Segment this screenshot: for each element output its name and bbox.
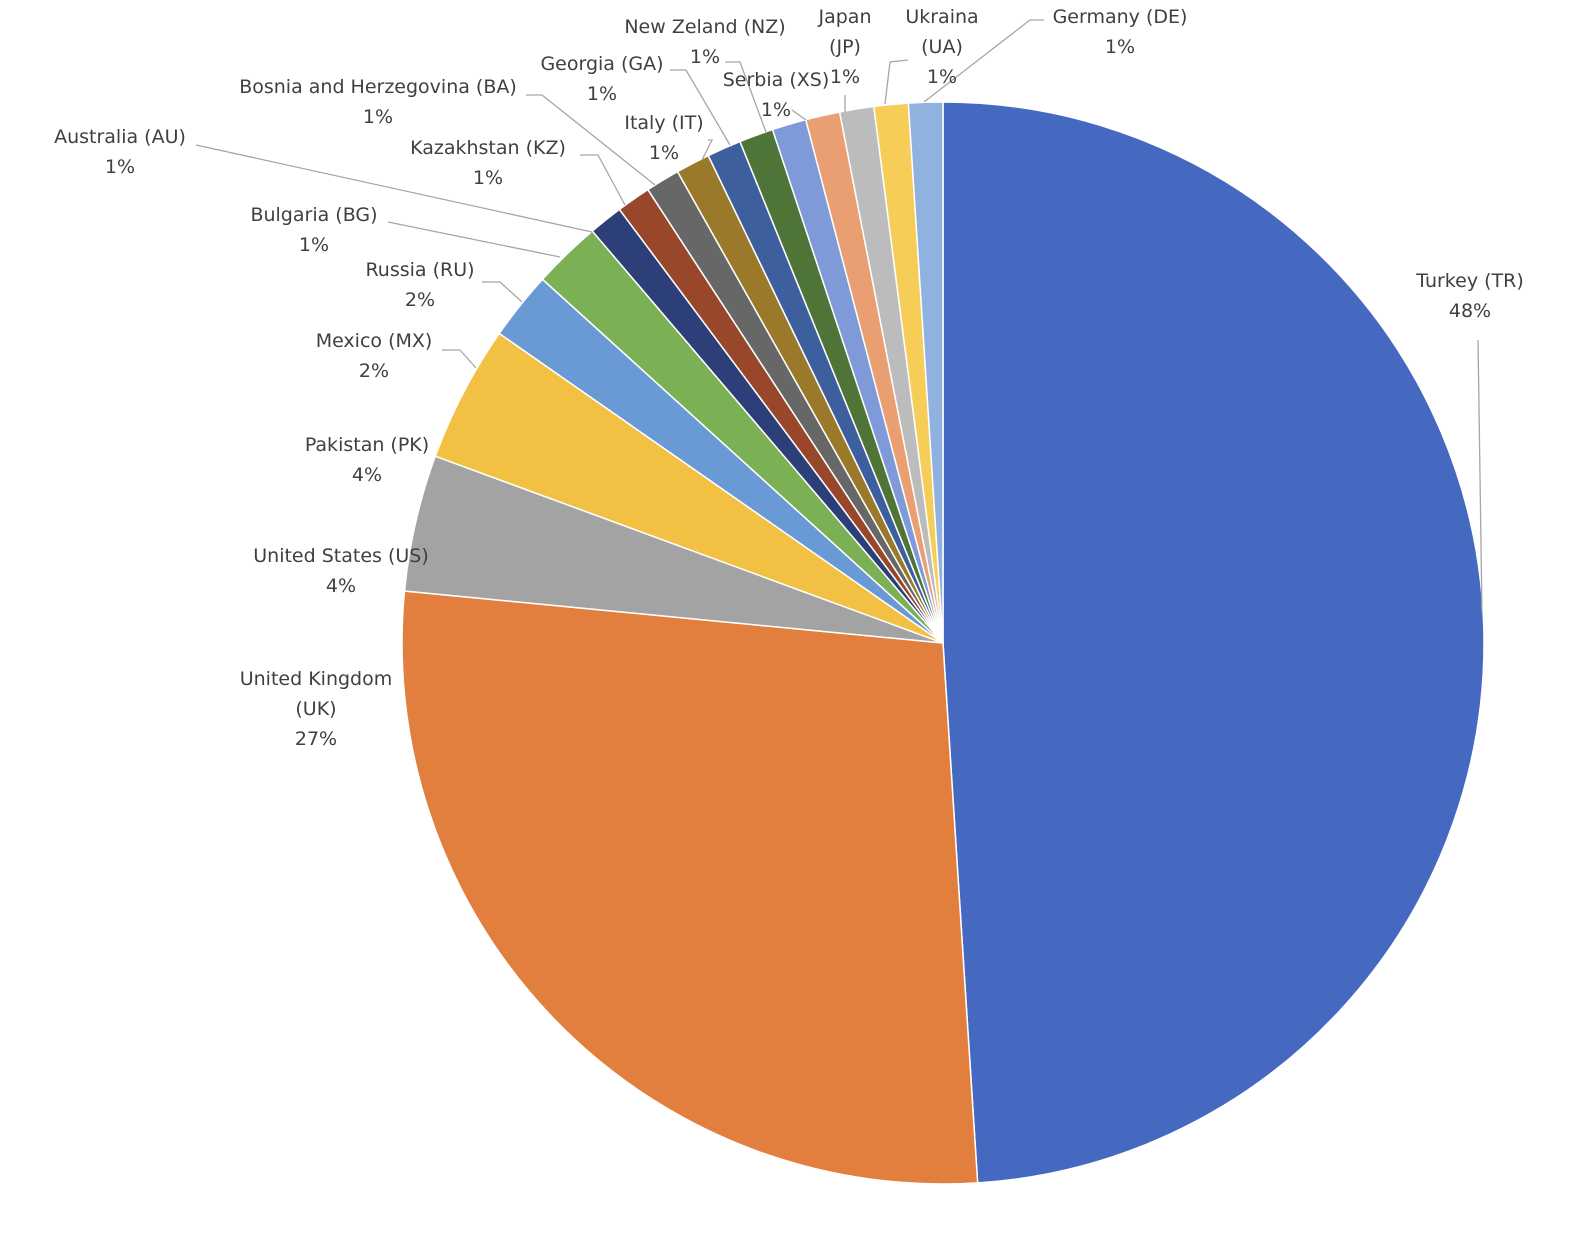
data-label: Germany (DE) 1% — [1040, 2, 1200, 62]
data-label: Turkey (TR) 48% — [1390, 266, 1550, 326]
leader-line — [580, 154, 626, 206]
leader-line — [195, 144, 593, 233]
slice-percent: 1% — [1104, 36, 1136, 58]
leader-line — [670, 69, 731, 146]
leader-line — [791, 109, 807, 121]
slice-percent: 1% — [472, 167, 504, 189]
pie-slice — [907, 101, 944, 644]
slice-name: Bulgaria (BG) — [250, 204, 378, 226]
slice-name: Mexico (MX) — [315, 330, 433, 352]
data-label: Pakistan (PK) 4% — [287, 430, 447, 490]
slice-percent: 1% — [760, 99, 792, 121]
slice-name: Serbia (XS) — [722, 69, 830, 91]
slice-percent: 1% — [298, 234, 330, 256]
leader-line — [526, 94, 656, 186]
data-label: Georgia (GA) 1% — [527, 49, 677, 109]
slice-name: Italy (IT) — [624, 112, 704, 134]
slice-percent: 1% — [829, 66, 861, 88]
slice-name: Ukraina (UA) — [905, 6, 979, 58]
slice-percent: 4% — [325, 575, 357, 597]
slice-percent: 48% — [1448, 300, 1492, 322]
leader-line — [482, 281, 523, 303]
leader-line — [884, 59, 909, 105]
slice-name: Germany (DE) — [1052, 6, 1188, 28]
slice-name: United Kingdom (UK) — [239, 668, 393, 720]
data-label: Bosnia and Herzegovina (BA) 1% — [218, 72, 538, 132]
data-label: New Zeland (NZ) 1% — [615, 12, 795, 72]
data-label: Italy (IT) 1% — [609, 108, 719, 168]
leader-line — [1477, 339, 1483, 613]
leader-line — [442, 349, 477, 369]
slice-percent: 1% — [362, 106, 394, 128]
data-label: Ukraina (UA) 1% — [887, 2, 997, 92]
slice-name: Kazakhstan (KZ) — [410, 137, 566, 159]
slice-name: Japan (JP) — [818, 6, 872, 58]
slice-name: Turkey (TR) — [1416, 270, 1524, 292]
leader-line — [725, 61, 767, 133]
data-label: Russia (RU) 2% — [345, 255, 495, 315]
leader-line — [387, 221, 561, 258]
slice-percent: 1% — [586, 83, 618, 105]
data-label: Japan (JP) 1% — [810, 2, 880, 92]
pie-slice — [401, 590, 979, 1185]
slice-percent: 1% — [648, 142, 680, 164]
slice-name: New Zeland (NZ) — [624, 16, 786, 38]
data-label: Australia (AU) 1% — [35, 122, 205, 182]
data-label: Mexico (MX) 2% — [294, 326, 454, 386]
slice-name: Pakistan (PK) — [304, 434, 430, 456]
slice-percent: 1% — [104, 156, 136, 178]
data-label: Serbia (XS) 1% — [716, 65, 836, 125]
slice-name: Bosnia and Herzegovina (BA) — [239, 76, 517, 98]
leader-line — [923, 19, 1044, 103]
slice-percent: 4% — [351, 464, 383, 486]
slice-percent: 27% — [294, 728, 338, 750]
data-label: United Kingdom (UK) 27% — [226, 664, 406, 754]
leader-line — [701, 139, 714, 161]
slice-name: Russia (RU) — [365, 259, 475, 281]
data-label: Bulgaria (BG) 1% — [234, 200, 394, 260]
slice-percent: 2% — [358, 360, 390, 382]
data-label: United States (US) 4% — [241, 541, 441, 601]
slice-name: Georgia (GA) — [540, 53, 664, 75]
slice-percent: 1% — [689, 46, 721, 68]
slice-percent: 2% — [404, 289, 436, 311]
slice-percent: 1% — [926, 66, 958, 88]
slice-name: Australia (AU) — [54, 126, 186, 148]
pie-slice — [942, 101, 1485, 1184]
slice-name: United States (US) — [253, 545, 429, 567]
data-label: Kazakhstan (KZ) 1% — [388, 133, 588, 193]
